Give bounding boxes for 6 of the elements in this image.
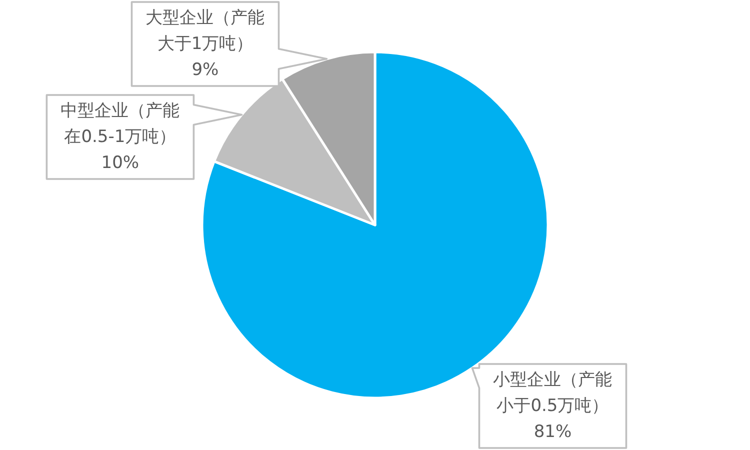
data-label: 10%: [101, 153, 140, 173]
data-label: 9%: [192, 60, 219, 80]
slice-label: 大型企业（产能大于1万吨）: [146, 8, 265, 54]
slice-label: 小型企业（产能小于0.5万吨）: [493, 370, 612, 416]
data-label: 81%: [534, 422, 572, 442]
slice-label: 中型企业（产能在0.5-1万吨）: [60, 101, 180, 147]
